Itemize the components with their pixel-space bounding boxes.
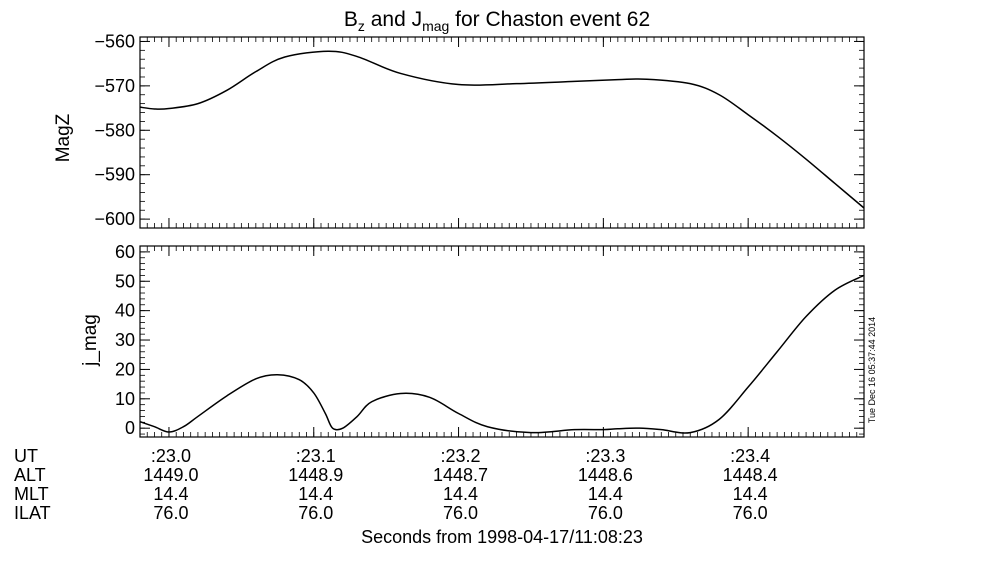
alt-value: 1448.9 xyxy=(288,465,343,485)
title-subscript-mag: mag xyxy=(422,18,449,34)
alt-value: 1448.4 xyxy=(723,465,778,485)
ilat-value: 76.0 xyxy=(298,503,333,523)
ephemeris-table: UT ALT MLT ILAT :23.01449.014.476.0:23.1… xyxy=(14,446,778,523)
x-axis-label: Seconds from 1998-04-17/11:08:23 xyxy=(361,527,643,547)
jmag-ytick-label: 50 xyxy=(115,271,135,291)
jmag-ytick-label: 60 xyxy=(115,242,135,262)
ilat-value: 76.0 xyxy=(588,503,623,523)
title-prefix: B xyxy=(344,8,358,31)
jmag-ytick-label: 40 xyxy=(115,301,135,321)
magz-ytick-label: −600 xyxy=(94,209,135,229)
magz-panel: −560 −570 −580 −590 −600 xyxy=(94,31,865,229)
mlt-value: 14.4 xyxy=(588,484,623,504)
magz-plot-frame xyxy=(139,36,865,229)
jmag-plot-frame xyxy=(139,245,865,438)
alt-value: 1449.0 xyxy=(143,465,198,485)
magz-ytick-label: −590 xyxy=(94,165,135,185)
jmag-series-line xyxy=(139,274,865,434)
title-suffix: for Chaston event 62 xyxy=(449,8,650,31)
mlt-value: 14.4 xyxy=(733,484,768,504)
alt-value: 1448.7 xyxy=(433,465,488,485)
ilat-value: 76.0 xyxy=(443,503,478,523)
chart-title: Bz and Jmag for Chaston event 62 xyxy=(344,8,650,34)
ut-value: :23.2 xyxy=(441,446,481,466)
ut-value: :23.1 xyxy=(296,446,336,466)
jmag-axis-label: j_mag xyxy=(80,314,101,367)
row-label-mlt: MLT xyxy=(14,484,49,504)
jmag-ytick-label: 20 xyxy=(115,359,135,379)
jmag-ytick-label: 10 xyxy=(115,389,135,409)
ilat-value: 76.0 xyxy=(153,503,188,523)
jmag-panel: 0 10 20 30 40 50 60 xyxy=(115,242,865,438)
magz-ytick-label: −580 xyxy=(94,120,135,140)
mlt-value: 14.4 xyxy=(153,484,188,504)
mlt-value: 14.4 xyxy=(443,484,478,504)
magz-axis-label: MagZ xyxy=(53,113,74,162)
alt-value: 1448.6 xyxy=(578,465,633,485)
timestamp: Tue Dec 16 05:37:44 2014 xyxy=(867,317,877,423)
row-label-ut: UT xyxy=(14,446,38,466)
ut-value: :23.4 xyxy=(730,446,770,466)
ilat-value: 76.0 xyxy=(733,503,768,523)
mlt-value: 14.4 xyxy=(298,484,333,504)
ut-value: :23.3 xyxy=(585,446,625,466)
row-label-ilat: ILAT xyxy=(14,503,51,523)
title-mid: and J xyxy=(365,8,422,31)
ut-value: :23.0 xyxy=(151,446,191,466)
magz-ytick-label: −570 xyxy=(94,76,135,96)
magz-ytick-label: −560 xyxy=(94,31,135,51)
jmag-ytick-label: 30 xyxy=(115,330,135,350)
magz-series-line xyxy=(139,50,865,209)
jmag-ytick-label: 0 xyxy=(125,418,135,438)
row-label-alt: ALT xyxy=(14,465,46,485)
title-subscript-z: z xyxy=(358,18,365,34)
